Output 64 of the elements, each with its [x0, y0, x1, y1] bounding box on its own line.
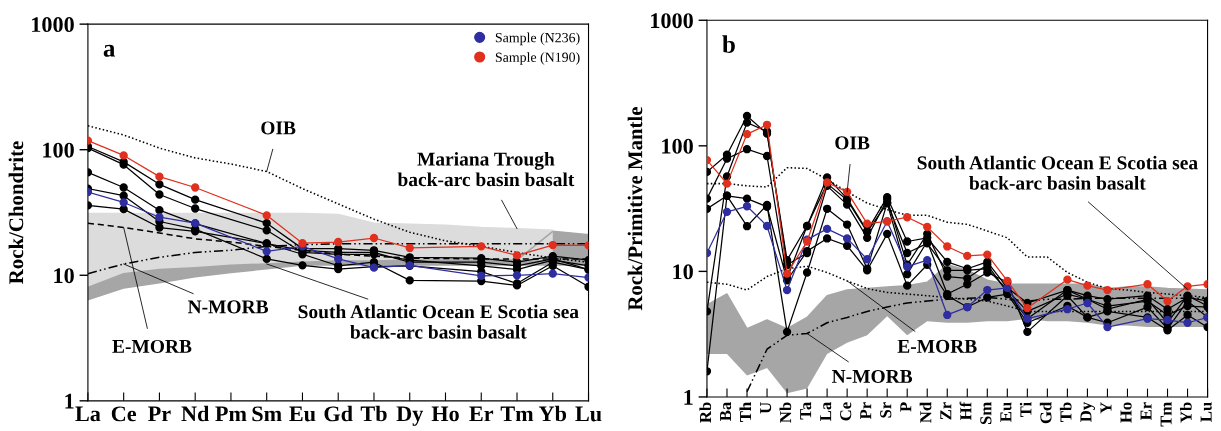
x-tick-label: Tm [1160, 402, 1172, 427]
y-tick-label: 100 [43, 142, 74, 158]
x-tick-label: Pm [215, 406, 247, 422]
x-tick-label: Ce [111, 406, 137, 422]
x-tick-label: Nd [181, 405, 210, 422]
x-tick-label: Tb [1059, 402, 1072, 422]
x-tick-label: Dy [396, 406, 424, 426]
y-axis-title: Rock/Primitive Mantle [627, 107, 643, 311]
annotation: OIB [261, 121, 296, 135]
x-tick-label: Sr [880, 402, 892, 418]
x-tick-label: Sm [252, 406, 282, 422]
x-tick-label: Nb [779, 402, 792, 423]
annotation: South Atlantic Ocean E Scotia sea back-arc basin basalt [298, 304, 579, 339]
annotation: Mariana Trough back-arc basin basalt [397, 151, 575, 187]
x-tick-label: Lu [1200, 402, 1212, 422]
x-tick-label: P [900, 402, 912, 412]
x-tick-label: Eu [289, 406, 316, 422]
annotation: N-MORB [187, 300, 269, 314]
x-tick-label: Lu [575, 406, 602, 422]
x-tick-label: Th [739, 402, 752, 422]
annotation: N-MORB [832, 369, 913, 383]
y-axis-title: Rock/Chondrite [8, 141, 24, 284]
x-tick-label: U [760, 402, 772, 414]
x-tick-label: Y [1100, 402, 1112, 414]
x-tick-label: Eu [1000, 402, 1012, 422]
x-tick-label: Tm [500, 406, 534, 422]
annotation: E-MORB [897, 339, 977, 353]
y-tick-label: 10 [54, 268, 74, 284]
x-tick-label: La [75, 406, 101, 422]
x-tick-label: Hf [959, 401, 972, 421]
legend-label: Sample (N236) [495, 32, 580, 46]
legend-label: Sample (N190) [495, 52, 580, 65]
y-tick-label: 1000 [32, 17, 74, 33]
annotation: South Atlantic Ocean E Scotia sea back-arc basin basalt [917, 155, 1198, 190]
x-tick-label: Ba [720, 402, 732, 421]
x-tick-label: Nd [919, 402, 932, 423]
x-tick-label: Yb [1179, 402, 1192, 423]
x-tick-label: Ti [1019, 402, 1032, 418]
x-tick-label: Pr [860, 402, 872, 420]
x-tick-label: Zr [940, 402, 952, 420]
x-tick-label: Yb [538, 405, 567, 422]
x-tick-label: Dy [1080, 401, 1095, 422]
x-tick-label: Er [1140, 402, 1152, 421]
annotation: E-MORB [112, 339, 192, 353]
x-tick-label: Gd [1039, 402, 1052, 424]
x-tick-label: Ce [840, 402, 852, 421]
x-tick-label: Ta [800, 402, 812, 420]
x-tick-label: Rb [699, 402, 712, 423]
y-tick-label: 10 [673, 264, 693, 280]
y-tick-label: 1 [65, 393, 74, 409]
y-tick-label: 100 [662, 138, 693, 154]
x-tick-label: Tb [360, 405, 387, 422]
x-tick-label: La [820, 402, 832, 421]
x-tick-label: Ho [1120, 402, 1132, 423]
y-tick-label: 1000 [651, 13, 693, 29]
x-tick-label: Pr [148, 406, 171, 422]
x-tick-label: Er [469, 406, 494, 422]
text: a [103, 44, 116, 57]
x-tick-label: Sm [980, 402, 992, 425]
chart-title: b [722, 35, 735, 53]
x-tick-label: Ho [431, 406, 459, 422]
y-tick-label: 1 [684, 389, 693, 405]
annotation: OIB [835, 136, 870, 150]
x-tick-label: Gd [324, 405, 353, 422]
